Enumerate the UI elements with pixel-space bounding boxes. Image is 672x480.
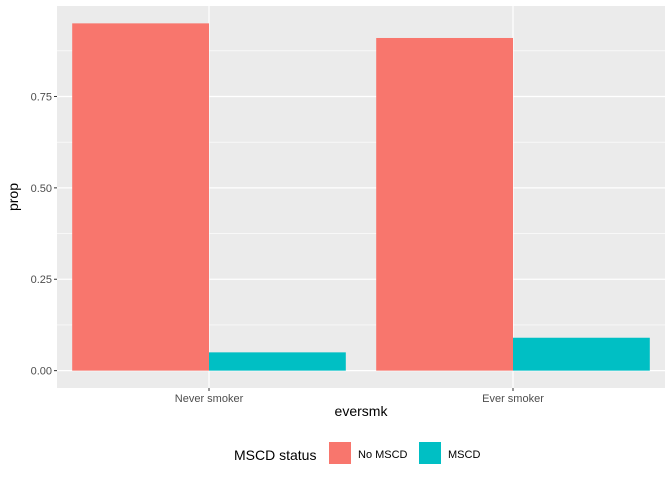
x-axis-title: eversmk bbox=[335, 403, 389, 419]
bars bbox=[72, 23, 650, 371]
y-tick-label: 0.75 bbox=[31, 91, 52, 103]
legend-title: MSCD status bbox=[234, 447, 316, 463]
legend-label-no-mscd: No MSCD bbox=[358, 449, 408, 461]
legend-label-mscd: MSCD bbox=[448, 449, 480, 461]
bar-no-mscd-0 bbox=[72, 23, 209, 371]
legend-key-mscd bbox=[419, 442, 441, 464]
x-tick-label: Never smoker bbox=[175, 393, 244, 405]
x-tick-label: Ever smoker bbox=[482, 393, 544, 405]
y-axis-ticks: 0.00 0.25 0.50 0.75 bbox=[31, 91, 57, 378]
bar-mscd-0 bbox=[209, 352, 346, 371]
legend: MSCD status No MSCD MSCD bbox=[234, 442, 480, 464]
y-axis-title: prop bbox=[5, 183, 21, 211]
bar-no-mscd-1 bbox=[376, 37, 513, 371]
y-tick-label: 0.50 bbox=[31, 183, 52, 195]
y-tick-label: 0.25 bbox=[31, 274, 52, 286]
y-tick-label: 0.00 bbox=[31, 366, 52, 378]
legend-key-no-mscd bbox=[329, 442, 351, 464]
x-axis-ticks: Never smoker Ever smoker bbox=[175, 388, 544, 405]
bar-mscd-1 bbox=[513, 337, 650, 371]
